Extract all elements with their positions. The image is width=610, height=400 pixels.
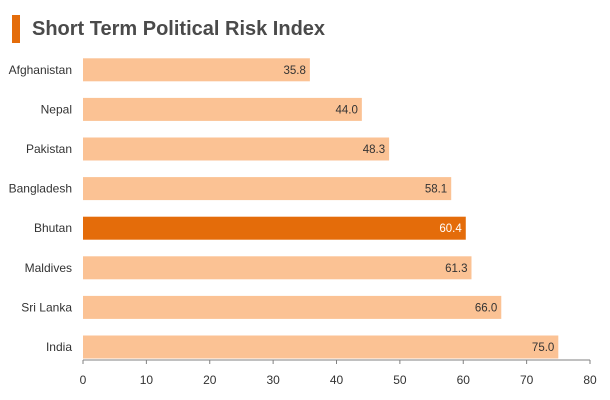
bar-group xyxy=(83,58,559,359)
value-label-nepal: 44.0 xyxy=(335,104,357,116)
value-label-bhutan: 60.4 xyxy=(439,223,462,235)
bar-maldives xyxy=(83,256,472,280)
value-label-india: 75.0 xyxy=(532,342,554,354)
value-label-bangladesh: 58.1 xyxy=(425,184,447,196)
category-labels: Afghanistan Nepal Pakistan Bangladesh Bhutan… xyxy=(9,63,73,354)
category-label-bangladesh: Bangladesh xyxy=(9,182,72,196)
x-tick-label-20: 20 xyxy=(203,373,217,387)
x-tick-label-0: 0 xyxy=(80,373,87,387)
category-label-pakistan: Pakistan xyxy=(26,142,72,156)
value-labels: 35.8 44.0 48.3 58.1 60.4 61.3 66.0 75.0 xyxy=(283,65,554,354)
bar-bangladesh xyxy=(83,177,452,201)
bar-india xyxy=(83,335,559,359)
chart-title: Short Term Political Risk Index xyxy=(32,17,326,40)
bar-afghanistan xyxy=(83,58,310,82)
value-label-pakistan: 48.3 xyxy=(363,144,385,156)
x-tick-label-50: 50 xyxy=(393,373,407,387)
category-label-maldives: Maldives xyxy=(25,261,72,275)
category-label-sri-lanka: Sri Lanka xyxy=(21,300,72,314)
x-tick-label-30: 30 xyxy=(266,373,280,387)
x-tick-label-70: 70 xyxy=(520,373,534,387)
category-label-bhutan: Bhutan xyxy=(34,221,72,235)
x-tick-label-40: 40 xyxy=(330,373,344,387)
category-label-nepal: Nepal xyxy=(41,102,72,116)
category-label-afghanistan: Afghanistan xyxy=(9,63,72,77)
value-label-sri-lanka: 66.0 xyxy=(475,302,497,314)
x-axis-ticks: 0 10 20 30 40 50 60 70 80 xyxy=(80,360,597,387)
x-tick-label-10: 10 xyxy=(140,373,154,387)
x-tick-label-60: 60 xyxy=(457,373,471,387)
bar-bhutan xyxy=(83,216,466,240)
category-label-india: India xyxy=(46,340,72,354)
value-label-maldives: 61.3 xyxy=(445,263,467,275)
chart-title-block: Short Term Political Risk Index xyxy=(12,14,325,44)
bar-nepal xyxy=(83,97,362,121)
title-accent-bar xyxy=(12,15,20,43)
bar-sri-lanka xyxy=(83,295,502,319)
x-tick-label-80: 80 xyxy=(583,373,597,387)
value-label-afghanistan: 35.8 xyxy=(283,65,305,77)
bar-pakistan xyxy=(83,137,390,161)
